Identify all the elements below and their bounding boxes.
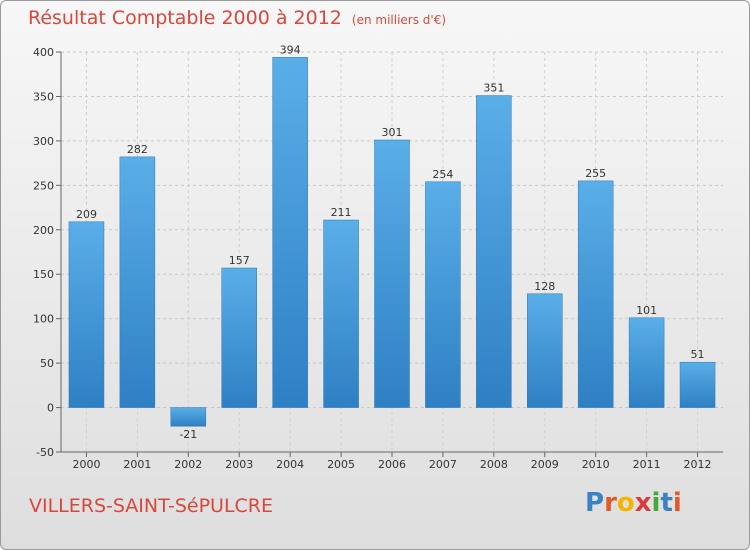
logo-letter: x <box>634 488 652 518</box>
data-label: 209 <box>76 208 97 221</box>
y-tick-label: 350 <box>33 90 54 103</box>
data-label: 128 <box>534 280 555 293</box>
data-label: 211 <box>331 206 352 219</box>
bar <box>170 407 207 427</box>
x-tick-label: 2003 <box>225 458 253 471</box>
bar <box>425 181 461 408</box>
y-tick-label: -50 <box>36 446 54 459</box>
bar <box>476 95 512 408</box>
data-label: 301 <box>382 126 403 139</box>
data-label: 255 <box>585 167 606 180</box>
x-tick-label: 2006 <box>378 458 406 471</box>
bar <box>119 156 156 408</box>
axes: -50 0 50 100 150 200 250 300 350 400 2000 2001 2002 2… <box>33 46 723 471</box>
bar <box>221 267 257 408</box>
y-tick-label: 400 <box>33 46 54 59</box>
y-tick-label: 100 <box>33 313 54 326</box>
logo-letter: i <box>672 488 682 518</box>
logo-letter: t <box>660 488 673 518</box>
data-label: 394 <box>280 43 301 56</box>
data-label: 101 <box>636 304 657 317</box>
bar <box>374 139 410 408</box>
x-tick-label: 2001 <box>123 458 151 471</box>
bar <box>68 221 105 408</box>
data-label: 51 <box>691 348 705 361</box>
bar <box>527 293 563 408</box>
logo-letter: P <box>585 488 605 518</box>
data-label: -21 <box>179 428 197 441</box>
data-label: 254 <box>432 168 453 181</box>
proxiti-logo: Proxiti <box>585 488 682 518</box>
x-tick-label: 2007 <box>429 458 457 471</box>
y-tick-label: 150 <box>33 268 54 281</box>
x-tick-label: 2009 <box>531 458 559 471</box>
bar <box>272 57 308 408</box>
bar <box>577 180 614 408</box>
unit-note: (en milliers d'€) <box>351 13 447 27</box>
chart-title-text: Résultat Comptable 2000 à 2012 <box>28 7 342 29</box>
bar <box>679 361 716 408</box>
bars <box>68 57 716 427</box>
y-tick-label: 300 <box>33 135 54 148</box>
logo-letter: i <box>651 488 661 518</box>
y-tick-label: 0 <box>47 402 54 415</box>
logo-letter: r <box>604 488 617 518</box>
x-tick-label: 2012 <box>684 458 712 471</box>
location-name: VILLERS-SAINT-SéPULCRE <box>29 495 274 517</box>
x-tick-label: 2005 <box>327 458 355 471</box>
x-tick-label: 2002 <box>174 458 202 471</box>
bar <box>323 219 359 408</box>
bar <box>628 317 665 408</box>
y-tick-label: 250 <box>33 179 54 192</box>
data-label: 351 <box>483 82 504 95</box>
y-tick-label: 200 <box>33 224 54 237</box>
x-tick-label: 2008 <box>480 458 508 471</box>
x-tick-label: 2010 <box>582 458 610 471</box>
data-label: 282 <box>127 143 148 156</box>
chart-title: Résultat Comptable 2000 à 2012 (en millie… <box>28 7 446 29</box>
y-tick-label: 50 <box>40 357 54 370</box>
x-tick-label: 2011 <box>633 458 661 471</box>
logo-letter: o <box>616 488 635 518</box>
x-tick-label: 2004 <box>276 458 304 471</box>
x-tick-label: 2000 <box>72 458 100 471</box>
labels: 209 282 -21 157 394 211 301 254 351 128 255 101 51 <box>76 43 705 441</box>
data-label: 157 <box>229 254 250 267</box>
